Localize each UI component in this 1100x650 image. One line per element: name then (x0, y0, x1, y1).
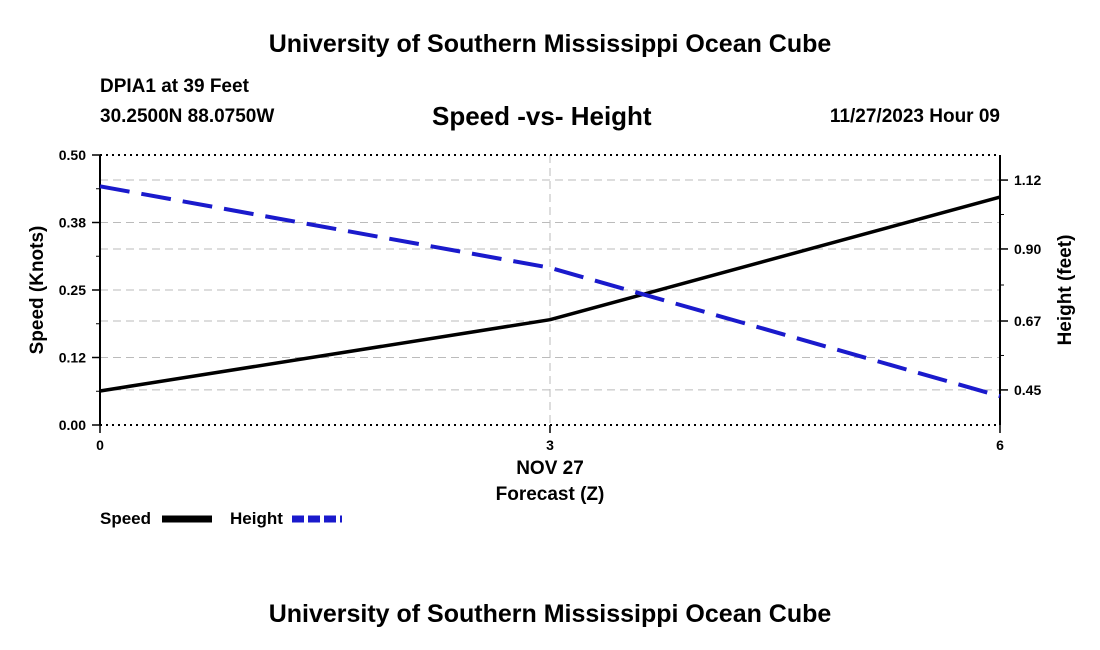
y-left-tick-label-2: 0.25 (59, 282, 86, 298)
y-right-tick-label-0: 0.45 (1014, 382, 1041, 398)
y-right-tick-label-3: 1.12 (1014, 172, 1041, 188)
station-name: DPIA1 at 39 Feet (100, 76, 249, 97)
y-left-tick-label-0: 0.00 (59, 417, 86, 433)
series-line-height (99, 184, 1001, 399)
footer-title: University of Southern Mississippi Ocean… (268, 600, 832, 628)
x-tick-label-0: 0 (96, 437, 104, 453)
labels-layer: 0.00 0.12 0.25 0.38 0.50 0.45 0.67 0.90 1.12 0 3 6 N… (27, 147, 1076, 505)
y-left-axis-title: Speed (Knots) (27, 226, 48, 355)
header-title: University of Southern Mississippi Ocean… (268, 30, 832, 58)
forecast-datetime: 11/27/2023 Hour 09 (829, 106, 1000, 127)
legend: Speed Height (100, 509, 342, 528)
legend-label-speed: Speed (100, 509, 151, 528)
chart-title: Speed -vs- Height (432, 101, 652, 131)
x-axis-date-label: NOV 27 (516, 458, 584, 479)
series-layer (99, 184, 1001, 399)
x-tick-label-2: 6 (996, 437, 1004, 453)
y-left-tick-label-4: 0.50 (59, 147, 86, 163)
legend-label-height: Height (230, 509, 283, 528)
station-coordinates: 30.2500N 88.0750W (100, 106, 275, 127)
y-left-tick-label-1: 0.12 (59, 350, 86, 366)
y-right-tick-label-2: 0.90 (1014, 241, 1041, 257)
series-line-speed (99, 195, 1001, 393)
grid-layer (100, 155, 1000, 425)
y-right-tick-label-1: 0.67 (1014, 313, 1041, 329)
y-right-axis-title: Height (feet) (1055, 235, 1076, 346)
x-tick-label-1: 3 (546, 437, 554, 453)
y-left-tick-label-3: 0.38 (59, 215, 86, 231)
axes-layer (92, 154, 1008, 433)
x-axis-title: Forecast (Z) (496, 484, 605, 505)
